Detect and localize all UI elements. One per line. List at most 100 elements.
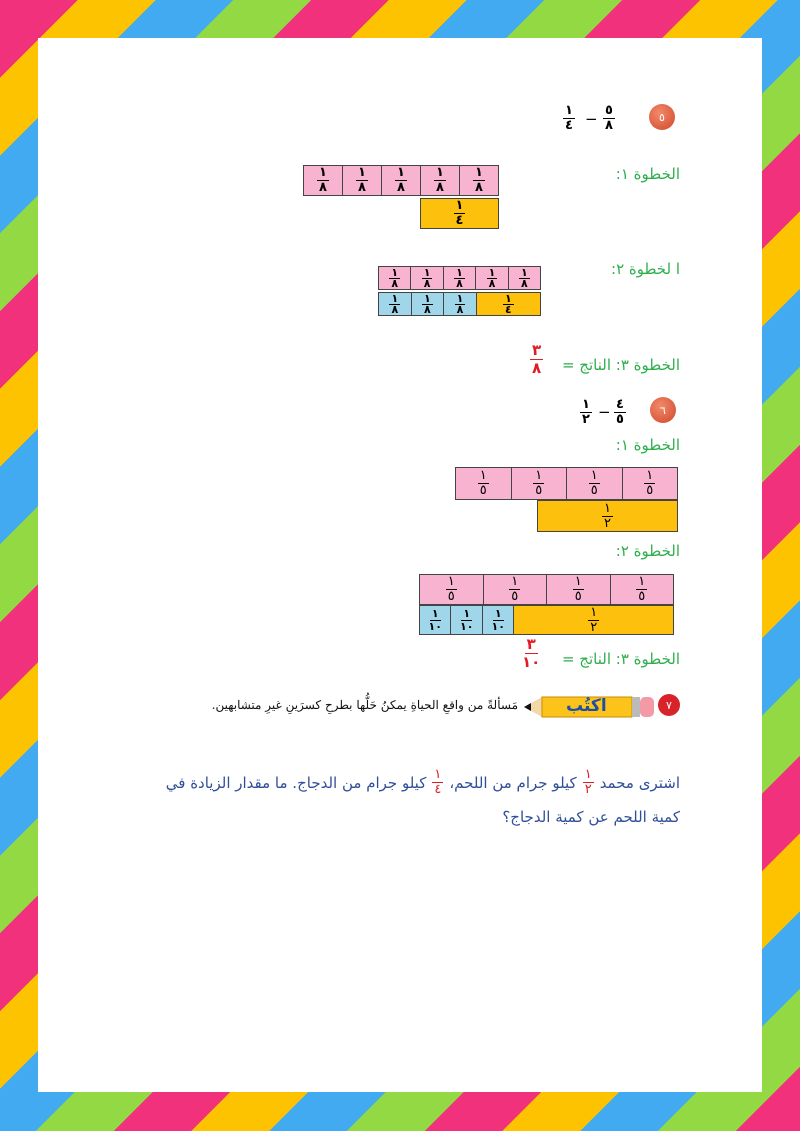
- bar-cell: ١ ١٠: [420, 606, 451, 634]
- denominator: ٤: [455, 213, 464, 228]
- numerator: ١: [477, 468, 489, 484]
- denominator: ٥: [479, 483, 487, 498]
- write-label: اكتُب: [566, 696, 607, 716]
- numerator: ١: [644, 468, 656, 484]
- step-label: الخطوة ٣: الناتج =: [561, 650, 680, 668]
- denominator: ٤: [434, 782, 442, 797]
- result-fraction: ٣ ١٠: [522, 636, 540, 671]
- denominator: ٢: [604, 515, 611, 531]
- problem-number-badge: ٦: [650, 397, 676, 423]
- denominator: ٤: [505, 302, 512, 316]
- numerator: ١: [588, 468, 600, 484]
- denominator: ٨: [319, 180, 327, 195]
- numerator: ١: [317, 165, 329, 181]
- numerator: ١: [582, 767, 594, 783]
- numerator: ١: [445, 574, 457, 590]
- denominator: ٨: [605, 118, 613, 133]
- numerator: ١: [486, 265, 498, 279]
- fraction: ١ ١٠: [491, 607, 505, 633]
- numerator: ٤: [614, 397, 626, 413]
- denominator: ٨: [436, 180, 444, 195]
- denominator: ١٠: [491, 619, 505, 633]
- denominator: ٨: [423, 276, 431, 290]
- denominator: ٥: [535, 483, 543, 498]
- numerator: ١: [588, 604, 600, 621]
- step-label: الخطوة ١:: [615, 436, 680, 454]
- numerator: ١: [563, 103, 575, 119]
- denominator: ٨: [456, 276, 463, 290]
- numerator: ١: [636, 574, 648, 590]
- numerator: ١: [454, 291, 466, 305]
- pencil-icon: اكتُب: [524, 695, 654, 719]
- denominator: ٨: [397, 180, 405, 195]
- numerator: ١: [453, 198, 466, 214]
- denominator: ٢: [590, 619, 598, 635]
- denominator: ٥: [447, 589, 455, 604]
- denominator: ٥: [616, 412, 624, 427]
- denominator: ٥: [646, 483, 654, 498]
- denominator: ٥: [638, 589, 646, 604]
- bar-cell: ١ ١٠: [450, 606, 482, 634]
- text: كيلو جرام من الدجاج. ما مقدار الزيادة في: [165, 773, 427, 792]
- numerator: ١: [389, 265, 401, 279]
- numerator: ١: [533, 468, 545, 484]
- denominator: ٨: [475, 180, 483, 195]
- numerator: ١: [356, 165, 368, 181]
- numerator: ١: [395, 165, 407, 181]
- numerator: ٥: [603, 103, 615, 119]
- fraction: ١ ١٠: [460, 607, 473, 633]
- step-label: ا لخطوة ٢:: [611, 260, 680, 278]
- numerator: ١: [422, 291, 433, 305]
- problem-prompt: مَسألةً من واقعِ الحياةِ يمكنُ حَلُّها ب…: [211, 698, 518, 712]
- worksheet-page: [38, 38, 762, 1092]
- step-label: الخطوة ٢:: [615, 542, 680, 560]
- denominator: ٨: [488, 276, 496, 290]
- numerator: ١: [518, 265, 530, 279]
- text: اشترى محمد: [599, 773, 680, 792]
- fraction: ١ ١٠: [429, 607, 442, 633]
- numerator: ١: [434, 165, 446, 181]
- numerator: ١: [580, 397, 592, 413]
- numerator: ١: [421, 265, 433, 279]
